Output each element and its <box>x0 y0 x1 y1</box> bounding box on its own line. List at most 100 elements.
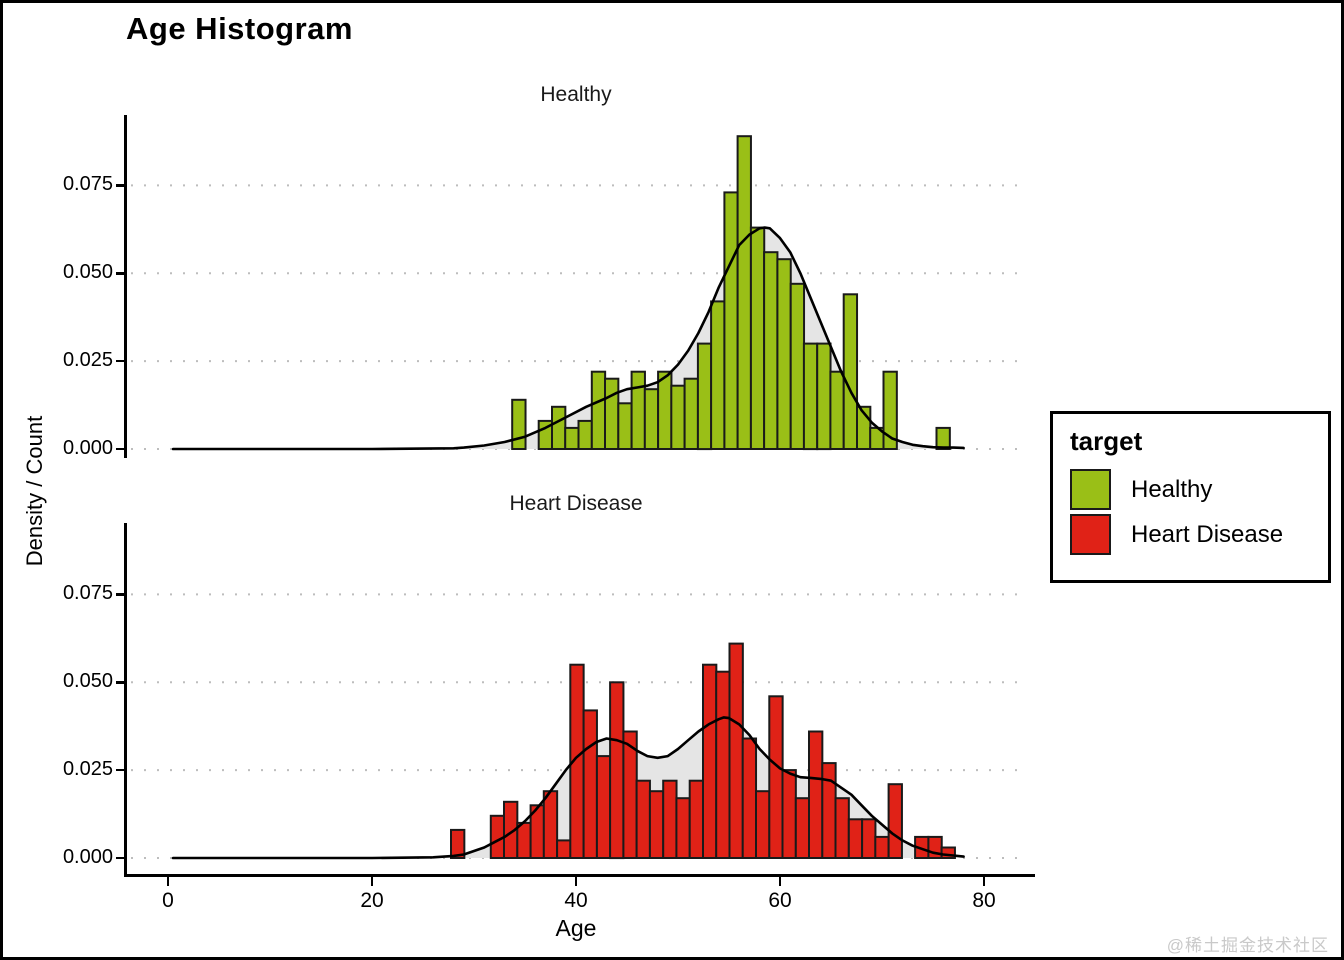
y-tick-mark <box>116 184 124 187</box>
histogram-bar <box>551 405 567 450</box>
histogram-bar <box>657 370 673 451</box>
histogram-bar <box>556 839 572 859</box>
histogram-bar <box>789 282 806 450</box>
y-tick-label: 0.075 <box>62 173 113 196</box>
histogram-bar <box>630 370 646 451</box>
legend-swatch-heart-disease <box>1070 514 1111 555</box>
x-tick-mark <box>166 877 170 886</box>
histogram-bar <box>648 790 665 860</box>
y-tick-mark <box>116 272 124 275</box>
x-axis-line <box>124 874 1035 877</box>
histogram-bar <box>604 377 620 451</box>
density-curve <box>171 716 965 860</box>
x-tick-label: 60 <box>768 889 792 912</box>
histogram-bar <box>802 342 819 451</box>
histogram-bar <box>728 642 744 859</box>
histogram-bar <box>816 342 832 451</box>
legend-label-healthy: Healthy <box>1131 475 1213 503</box>
x-tick-mark <box>778 877 782 886</box>
histogram-bar <box>564 426 580 450</box>
y-tick-label: 0.075 <box>62 582 113 605</box>
y-tick-mark <box>116 593 124 596</box>
histogram-bar <box>688 779 705 860</box>
x-tick-label: 20 <box>360 889 384 912</box>
y-tick-label: 0.000 <box>62 437 113 459</box>
histogram-bar <box>842 293 859 450</box>
page-title: Age Histogram <box>126 11 353 46</box>
histogram-bar <box>675 797 691 860</box>
histogram-bar <box>887 783 903 860</box>
histogram-bar <box>741 737 758 859</box>
x-tick-label: 40 <box>564 889 588 912</box>
x-tick-mark <box>370 877 374 886</box>
histogram-bar <box>821 762 837 860</box>
histogram-bar <box>450 828 466 859</box>
histogram-bar <box>670 384 686 451</box>
legend-label-heart-disease: Heart Disease <box>1131 520 1284 548</box>
y-tick-mark <box>116 856 124 860</box>
histogram-bar <box>808 730 824 859</box>
histogram-bar <box>635 779 651 860</box>
histogram-bar <box>834 797 850 860</box>
histogram-bar <box>768 695 784 859</box>
legend-item-healthy: Healthy <box>1070 467 1328 512</box>
histogram-bar <box>861 818 877 859</box>
y-tick-label: 0.000 <box>62 846 113 868</box>
histogram-bar <box>755 790 771 860</box>
x-tick-label: 0 <box>162 889 174 912</box>
histogram-bar <box>935 426 951 450</box>
y-tick-label: 0.025 <box>62 758 113 781</box>
y-tick-label: 0.050 <box>62 261 113 284</box>
y-axis-line <box>124 523 127 875</box>
histogram-bar <box>643 388 660 451</box>
histogram-bar <box>723 191 739 451</box>
histogram-bar <box>582 709 598 859</box>
facet-label-heart-disease: Heart Disease <box>509 492 643 515</box>
histogram-bar <box>763 251 779 450</box>
histogram-bar <box>715 670 731 859</box>
histogram-bar <box>749 226 766 450</box>
histogram-bar <box>696 342 713 451</box>
histogram-bar <box>794 797 811 860</box>
y-axis-line <box>124 115 127 458</box>
histogram-bar <box>847 818 864 859</box>
legend-swatch-healthy <box>1070 469 1111 510</box>
x-tick-label: 80 <box>972 889 996 912</box>
histogram-bar <box>609 681 625 860</box>
legend-title: target <box>1070 426 1143 456</box>
facet-label-healthy: Healthy <box>540 83 612 106</box>
histogram-bar <box>736 135 752 450</box>
histogram-bar <box>595 755 612 860</box>
histogram-panel-healthy <box>131 135 1018 451</box>
y-tick-mark <box>116 447 124 451</box>
histogram-bar <box>511 398 527 450</box>
histogram-bar <box>577 419 593 450</box>
histogram-bar <box>590 370 607 451</box>
y-tick-mark <box>116 768 124 772</box>
histogram-bar <box>516 821 532 859</box>
histogram-bar <box>882 370 898 451</box>
x-axis-title: Age <box>555 915 597 941</box>
histogram-bar <box>617 402 633 450</box>
x-tick-mark <box>574 877 578 886</box>
y-tick-label: 0.050 <box>62 670 113 693</box>
histogram-bar <box>542 790 559 860</box>
histogram-bar <box>710 300 726 450</box>
watermark: @稀土掘金技术社区 <box>1166 936 1329 955</box>
legend-item-heart-disease: Heart Disease <box>1070 512 1328 557</box>
histogram-bar <box>940 846 956 859</box>
legend: target Healthy Heart Disease <box>1050 411 1331 583</box>
histogram-bar <box>829 370 845 451</box>
histogram-bar <box>702 663 718 859</box>
histogram-panel-heart-disease <box>131 593 1018 860</box>
y-tick-mark <box>116 359 124 363</box>
density-curve <box>171 226 965 451</box>
histogram-bar <box>874 835 890 859</box>
x-tick-mark <box>982 877 986 886</box>
y-tick-mark <box>116 681 124 684</box>
histogram-bar <box>662 779 678 860</box>
y-tick-label: 0.025 <box>62 349 113 372</box>
histogram-bar <box>683 377 699 451</box>
histogram-bar <box>781 769 797 860</box>
histogram-bar <box>776 258 792 450</box>
